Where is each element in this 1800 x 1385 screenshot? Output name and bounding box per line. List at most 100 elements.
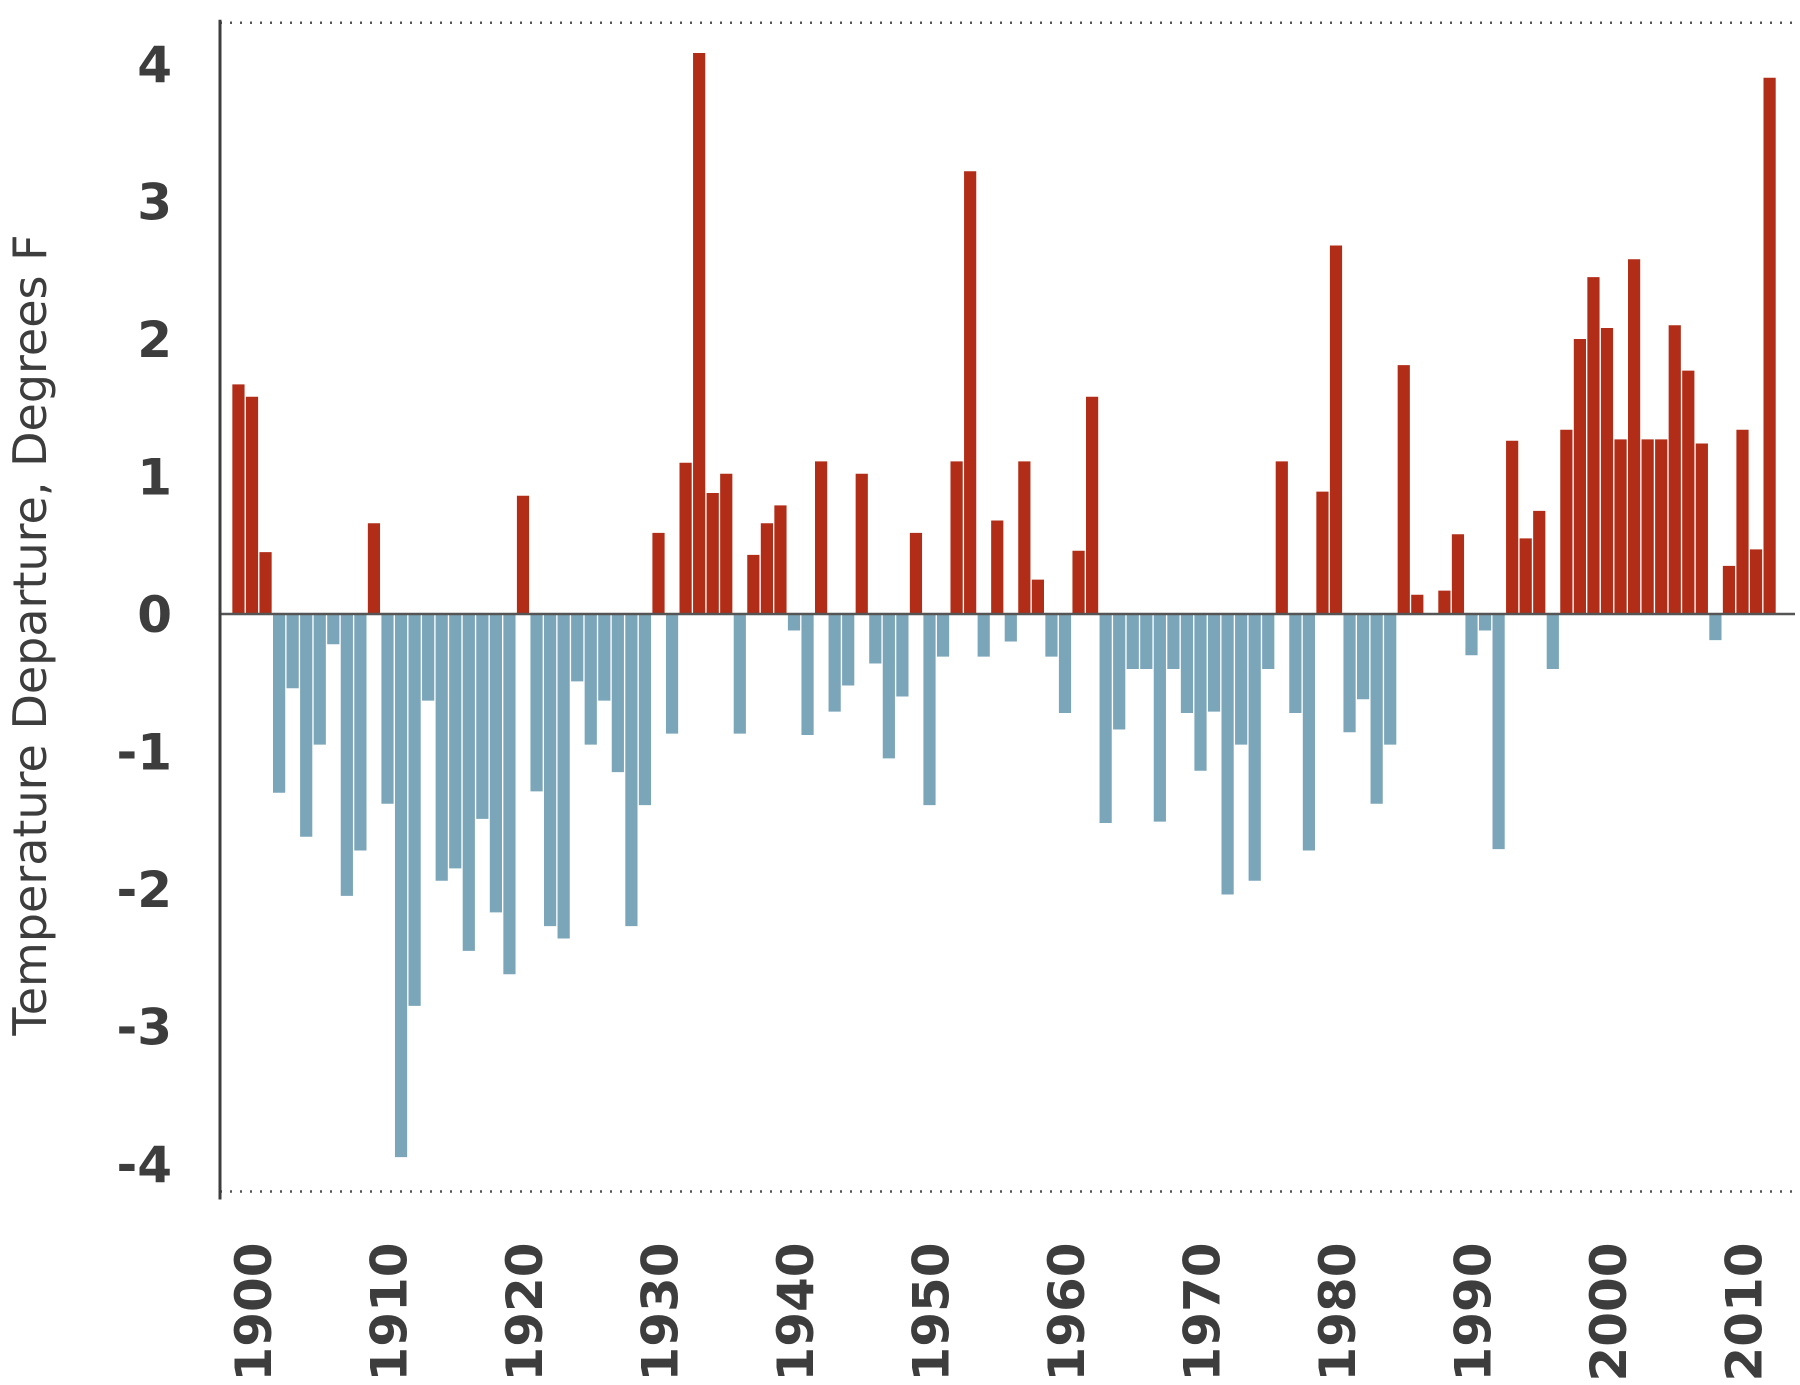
bar-1906 xyxy=(327,614,340,645)
bar-1914 xyxy=(435,614,448,881)
bar-2012 xyxy=(1763,77,1776,614)
bar-1922 xyxy=(544,614,557,927)
bar-1913 xyxy=(422,614,435,701)
bar-2004 xyxy=(1655,439,1668,615)
bar-1925 xyxy=(584,614,597,745)
bar-1935 xyxy=(720,473,733,614)
bar-1933 xyxy=(693,53,706,614)
bar-1971 xyxy=(1207,614,1221,712)
bar-1973 xyxy=(1235,614,1248,745)
bar-1979 xyxy=(1316,491,1329,615)
bar-2005 xyxy=(1668,325,1681,614)
x-tick-label: 2010 xyxy=(1716,1242,1774,1381)
bar-1986 xyxy=(1411,594,1424,614)
bars-group xyxy=(232,53,1776,1158)
bar-2011 xyxy=(1749,549,1763,615)
bar-1991 xyxy=(1478,614,1492,631)
bar-1983 xyxy=(1370,614,1383,804)
bar-1977 xyxy=(1289,614,1302,713)
bar-1969 xyxy=(1180,614,1194,713)
bar-1978 xyxy=(1302,614,1315,851)
bar-1949 xyxy=(909,532,923,615)
bar-1908 xyxy=(354,614,367,851)
bar-1954 xyxy=(977,614,990,657)
y-tick-label: 3 xyxy=(137,174,172,232)
bar-1952 xyxy=(950,461,963,615)
bar-1921 xyxy=(530,614,543,792)
bar-1911 xyxy=(394,614,408,1158)
bar-2001 xyxy=(1614,439,1627,615)
bar-1904 xyxy=(300,614,313,837)
bar-1974 xyxy=(1248,614,1261,881)
bar-1939 xyxy=(774,505,787,615)
bar-1960 xyxy=(1058,614,1072,713)
bar-1899 xyxy=(232,384,245,615)
bar-1909 xyxy=(367,523,381,614)
x-tick-label: 1990 xyxy=(1445,1242,1503,1381)
bar-2002 xyxy=(1628,259,1641,614)
bar-1926 xyxy=(598,614,611,701)
bar-1936 xyxy=(733,614,746,734)
bar-2006 xyxy=(1682,370,1695,615)
bar-1946 xyxy=(869,614,882,664)
bar-1918 xyxy=(489,614,502,913)
bar-1938 xyxy=(760,523,773,614)
bar-1982 xyxy=(1357,614,1370,700)
bar-1962 xyxy=(1086,396,1099,614)
x-tick-label: 1980 xyxy=(1309,1242,1367,1381)
bar-1948 xyxy=(896,614,909,697)
bar-1965 xyxy=(1126,614,1139,669)
bar-1951 xyxy=(936,614,950,657)
bar-1944 xyxy=(842,614,855,686)
bar-1961 xyxy=(1072,550,1085,614)
bar-1931 xyxy=(665,614,679,734)
y-tick-label: -2 xyxy=(116,861,172,919)
bar-2008 xyxy=(1709,614,1722,641)
y-tick-label: 2 xyxy=(137,311,172,369)
y-tick-label: -3 xyxy=(116,999,172,1057)
bar-1947 xyxy=(882,614,895,759)
bar-1995 xyxy=(1533,510,1546,615)
bar-1996 xyxy=(1546,614,1559,669)
x-tick-label: 1940 xyxy=(767,1242,825,1381)
bar-1963 xyxy=(1099,614,1112,823)
bar-1945 xyxy=(855,473,868,614)
bar-1994 xyxy=(1519,538,1532,615)
bar-1930 xyxy=(652,532,665,615)
bar-1966 xyxy=(1140,614,1153,669)
bar-1953 xyxy=(964,171,977,614)
x-tick-labels: 1900 1910 1920 1930 1940 1950 1960 1970 1980 1990… xyxy=(225,1242,1774,1381)
bar-1989 xyxy=(1451,534,1465,614)
bar-1992 xyxy=(1492,614,1505,850)
bar-1923 xyxy=(557,614,570,939)
bar-2000 xyxy=(1600,328,1614,614)
x-tick-label: 1900 xyxy=(225,1242,283,1381)
bar-1903 xyxy=(286,614,299,689)
x-tick-label: 1930 xyxy=(632,1242,690,1381)
x-tick-label: 1920 xyxy=(496,1242,554,1381)
bar-1915 xyxy=(449,614,462,869)
bar-2010 xyxy=(1736,429,1749,614)
bar-1901 xyxy=(259,552,272,615)
bar-1902 xyxy=(273,614,286,793)
bar-2007 xyxy=(1695,443,1708,614)
bar-1981 xyxy=(1343,614,1356,733)
bar-2003 xyxy=(1641,439,1654,615)
bar-1900 xyxy=(245,396,259,614)
bar-1975 xyxy=(1262,614,1275,669)
bar-1910 xyxy=(381,614,394,804)
bar-1907 xyxy=(340,614,353,896)
bar-1937 xyxy=(747,554,760,615)
bar-1967 xyxy=(1153,614,1166,822)
bar-1905 xyxy=(313,614,326,745)
y-tick-label: 4 xyxy=(137,36,172,94)
x-tick-label: 2000 xyxy=(1580,1242,1638,1381)
x-tick-label: 1970 xyxy=(1174,1242,1232,1381)
bar-1976 xyxy=(1275,461,1288,615)
bar-1984 xyxy=(1384,614,1397,745)
y-tick-labels: 4 3 2 1 0 -1 -2 -3 -4 xyxy=(116,36,172,1194)
bar-1972 xyxy=(1221,614,1234,895)
bar-2009 xyxy=(1722,565,1736,615)
y-tick-label: 0 xyxy=(137,586,172,644)
bar-1993 xyxy=(1506,440,1519,614)
